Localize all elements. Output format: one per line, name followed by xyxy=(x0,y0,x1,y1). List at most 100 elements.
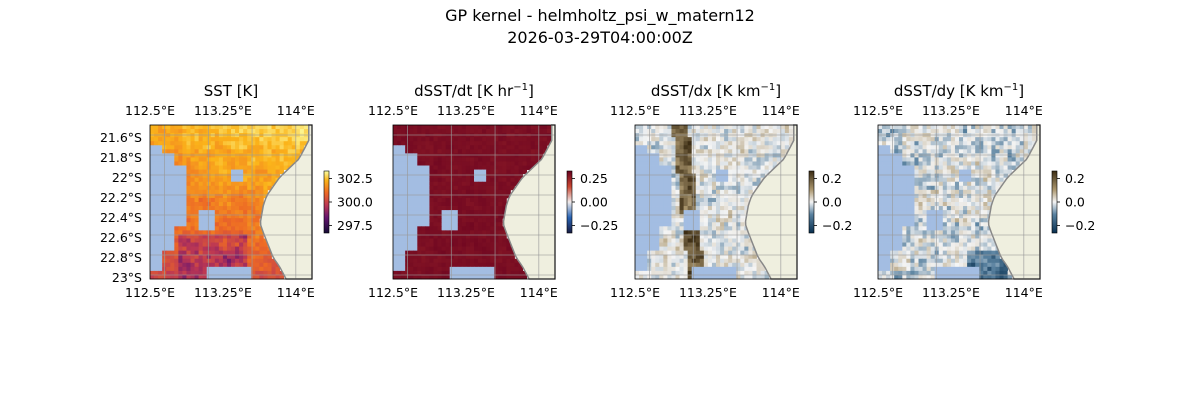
heatmap-cell xyxy=(655,258,660,264)
heatmap-cell xyxy=(926,189,932,195)
heatmap-cell xyxy=(772,161,778,166)
heatmap-cell xyxy=(910,270,915,276)
heatmap-cell xyxy=(490,177,495,183)
heatmap-cell xyxy=(979,270,984,276)
heatmap-cell xyxy=(975,234,980,239)
heatmap-cell xyxy=(675,141,680,146)
heatmap-cell xyxy=(695,234,701,239)
heatmap-cell xyxy=(922,173,927,179)
heatmap-cell xyxy=(663,234,668,239)
heatmap-cell xyxy=(413,141,418,146)
heatmap-cell xyxy=(716,254,721,260)
heatmap-cell xyxy=(878,222,883,227)
heatmap-cell xyxy=(421,157,426,162)
heatmap-cell xyxy=(999,181,1004,187)
heatmap-cell xyxy=(639,145,644,150)
heatmap-cell xyxy=(478,185,483,191)
heatmap-cell xyxy=(651,157,656,162)
heatmap-cell xyxy=(635,246,640,252)
heatmap-cell xyxy=(235,181,240,187)
heatmap-cell xyxy=(441,222,447,227)
heatmap-cell xyxy=(510,125,515,130)
heatmap-cell xyxy=(659,254,664,260)
heatmap-cell xyxy=(482,214,487,219)
heatmap-cell xyxy=(639,193,644,199)
heatmap-cell xyxy=(963,125,968,130)
heatmap-cell xyxy=(667,218,672,223)
heatmap-cell xyxy=(239,202,244,207)
heatmap-cell xyxy=(474,266,479,272)
heatmap-cell xyxy=(683,270,689,276)
heatmap-cell xyxy=(639,210,644,215)
heatmap-cell xyxy=(736,238,741,243)
heatmap-cell xyxy=(231,270,236,276)
heatmap-cell xyxy=(251,197,256,203)
heatmap-cell xyxy=(732,242,737,247)
heatmap-cell xyxy=(663,222,668,227)
heatmap-cell xyxy=(218,266,224,272)
heatmap-cell xyxy=(417,214,422,219)
heatmap-cell xyxy=(239,214,244,219)
heatmap-cell xyxy=(667,165,672,170)
panel-title-superscript: −1 xyxy=(761,82,776,93)
heatmap-cell xyxy=(1031,129,1037,134)
heatmap-cell xyxy=(445,165,451,170)
heatmap-cell xyxy=(465,153,471,158)
heatmap-cell xyxy=(683,141,689,146)
heatmap-cell xyxy=(469,246,475,252)
heatmap-cell xyxy=(425,165,430,170)
heatmap-cell xyxy=(671,270,676,276)
heatmap-cell xyxy=(910,169,915,175)
heatmap-cell xyxy=(967,137,972,142)
heatmap-cell xyxy=(651,230,656,235)
heatmap-cell xyxy=(898,234,903,239)
heatmap-cell xyxy=(687,181,693,187)
heatmap-cell xyxy=(461,149,467,154)
heatmap-cell xyxy=(166,222,171,227)
heatmap-cell xyxy=(683,226,689,231)
heatmap-cell xyxy=(886,266,891,272)
heatmap-cell xyxy=(886,238,891,243)
x-tick-label-bottom: 112.5°E xyxy=(125,285,175,300)
heatmap-cell xyxy=(679,189,684,195)
heatmap-cell xyxy=(732,177,737,183)
heatmap-cell xyxy=(922,206,927,211)
heatmap-cell xyxy=(959,125,964,130)
heatmap-cell xyxy=(695,202,701,207)
heatmap-cell xyxy=(231,210,236,215)
heatmap-cell xyxy=(707,157,713,162)
heatmap-cell xyxy=(643,242,648,247)
heatmap-cell xyxy=(283,145,289,150)
heatmap-cell xyxy=(401,214,406,219)
heatmap-cell xyxy=(882,153,887,158)
heatmap-cell xyxy=(154,230,159,235)
heatmap-cell xyxy=(983,157,988,162)
heatmap-cell xyxy=(926,242,932,247)
heatmap-cell xyxy=(752,165,757,170)
heatmap-cell xyxy=(695,226,701,231)
heatmap-cell xyxy=(914,149,919,154)
heatmap-cell xyxy=(222,193,228,199)
heatmap-cell xyxy=(659,202,664,207)
heatmap-cell xyxy=(756,153,761,158)
heatmap-cell xyxy=(683,238,689,243)
heatmap-cell xyxy=(178,197,183,203)
heatmap-cell xyxy=(291,149,297,154)
heatmap-cell xyxy=(724,157,729,162)
heatmap-cell xyxy=(938,173,944,179)
heatmap-cell xyxy=(413,230,418,235)
heatmap-cell xyxy=(465,149,471,154)
heatmap-cell xyxy=(963,153,968,158)
heatmap-cell xyxy=(178,226,183,231)
heatmap-cell xyxy=(894,193,899,199)
heatmap-cell xyxy=(926,149,932,154)
heatmap-cell xyxy=(995,161,1000,166)
heatmap-cell xyxy=(748,262,753,268)
heatmap-cell xyxy=(667,222,672,227)
heatmap-cell xyxy=(267,181,272,187)
heatmap-cell xyxy=(987,185,992,191)
heatmap-cell xyxy=(910,137,915,142)
heatmap-cell xyxy=(906,169,911,175)
heatmap-cell xyxy=(1015,141,1021,146)
heatmap-cell xyxy=(894,189,899,195)
